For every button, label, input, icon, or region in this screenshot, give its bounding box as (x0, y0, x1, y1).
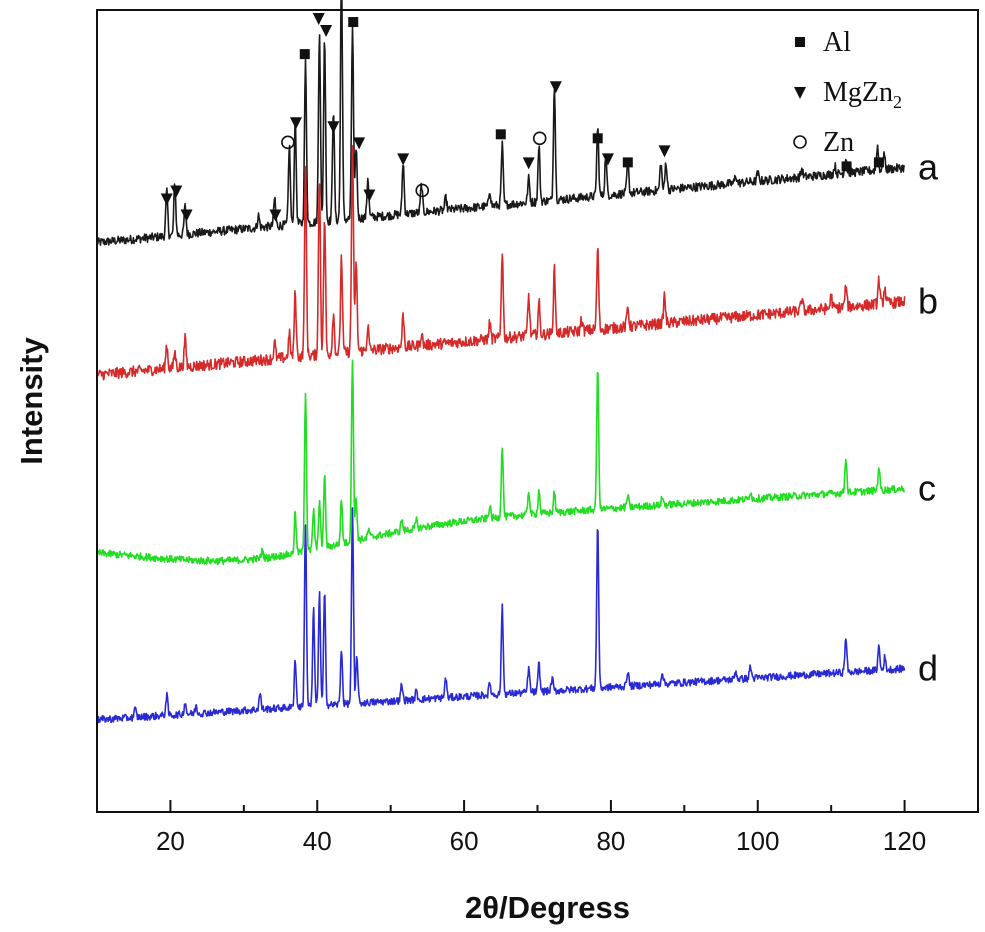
x-tick-label: 120 (883, 826, 926, 856)
legend-marker-triangle-down (794, 87, 806, 99)
peak-marker-square (299, 49, 310, 60)
peak-marker-square (873, 157, 884, 168)
legend-marker-square (795, 37, 805, 47)
x-tick-label: 40 (303, 826, 332, 856)
series-line-c (96, 359, 906, 566)
peak-marker-triangle-down (658, 145, 671, 158)
peak-marker-circle-open (415, 183, 430, 198)
peak-marker-triangle-down (353, 137, 366, 150)
peak-marker-circle-open (281, 135, 295, 150)
legend-label-subscript: 2 (893, 92, 902, 112)
peak-marker-square (592, 133, 603, 144)
x-axis-title: 2θ/Degress (465, 890, 630, 925)
peak-marker-square (622, 157, 633, 168)
legend-label: MgZn2 (823, 77, 902, 112)
peak-marker-square (841, 161, 852, 172)
peak-marker-circle-open (532, 131, 547, 146)
series-line-b (96, 144, 906, 381)
series-line-a (96, 0, 905, 246)
legend: Al MgZn2 Zn (793, 27, 902, 158)
plot-area: a b c d (96, 0, 939, 724)
x-tick-label: 20 (156, 826, 185, 856)
peak-marker-triangle-down (601, 153, 614, 166)
series-line-d (96, 507, 906, 724)
x-tick-label: 80 (596, 826, 625, 856)
peak-marker-triangle-down (327, 121, 340, 134)
peak-marker-square (348, 17, 359, 28)
x-tick-label: 100 (736, 826, 779, 856)
peak-marker-triangle-down (397, 153, 410, 166)
y-axis-title: Intensity (14, 337, 49, 465)
legend-marker-circle-open (793, 135, 807, 149)
series-label-b: b (918, 281, 938, 322)
peak-marker-triangle-down (180, 209, 193, 222)
legend-label-text: Al (823, 27, 851, 58)
peak-marker-triangle-down (320, 25, 333, 38)
legend-label-text: MgZn (823, 77, 893, 108)
peak-marker-triangle-down (549, 81, 562, 94)
legend-label: Zn (823, 127, 854, 158)
peak-marker-triangle-down (522, 157, 535, 170)
x-axis-ticks: 20 40 60 80 100 120 (96, 800, 979, 856)
peak-marker-triangle-down (363, 189, 376, 202)
peak-marker-triangle-down (269, 209, 282, 222)
legend-label-text: Zn (823, 127, 854, 158)
series-label-d: d (918, 648, 938, 689)
peak-marker-triangle-down (289, 117, 302, 130)
peak-marker-triangle-down (160, 193, 173, 206)
series-label-c: c (918, 468, 936, 509)
series-label-a: a (918, 147, 939, 188)
legend-label: Al (823, 27, 851, 58)
peak-marker-square (495, 129, 506, 140)
x-tick-label: 60 (450, 826, 479, 856)
peak-marker-triangle-down (312, 13, 325, 26)
peak-marker-triangle-down (170, 185, 183, 198)
